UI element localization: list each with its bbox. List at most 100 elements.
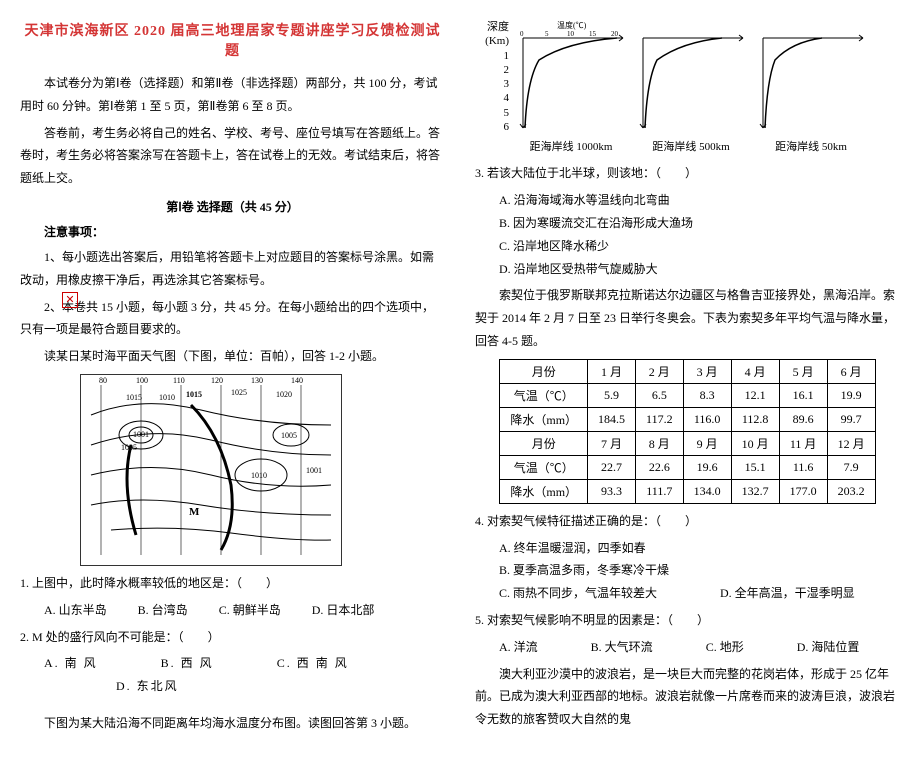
table-cell: 5.9 xyxy=(588,383,636,407)
left-column: 天津市滨海新区 2020 届高三地理居家专题讲座学习反馈检测试题 本试卷分为第Ⅰ… xyxy=(20,20,445,739)
table-cell: 7.9 xyxy=(827,455,875,479)
right-column: 深度(Km) 1 2 3 4 5 6 温度(℃) 0 5 10 15 20 xyxy=(475,20,900,739)
svg-text:1005: 1005 xyxy=(281,431,297,440)
table-cell: 降水（mm） xyxy=(500,479,588,503)
table-cell: 117.2 xyxy=(636,407,684,431)
svg-text:10: 10 xyxy=(567,30,575,38)
table-cell: 19.9 xyxy=(827,383,875,407)
q1-options: A. 山东半岛 B. 台湾岛 C. 朝鲜半岛 D. 日本北部 xyxy=(20,599,445,622)
table-cell: 4 月 xyxy=(731,359,779,383)
svg-text:1010: 1010 xyxy=(251,471,267,480)
q1-text: 1. 上图中，此时降水概率较低的地区是：（ ） xyxy=(20,572,445,595)
svg-text:1015: 1015 xyxy=(126,393,142,402)
table-cell: 8 月 xyxy=(636,431,684,455)
svg-text:1020: 1020 xyxy=(276,390,292,399)
q2-opt-a: A. 南 风 xyxy=(44,652,98,675)
svg-text:80: 80 xyxy=(99,376,107,385)
svg-text:140: 140 xyxy=(291,376,303,385)
weather-map-figure: 80 100 110 120 130 140 xyxy=(80,374,342,566)
depth-panel-2 xyxy=(637,20,749,130)
depth-panel-1: 温度(℃) 0 5 10 15 20 xyxy=(517,20,629,130)
svg-text:1001: 1001 xyxy=(133,430,149,439)
table-cell: 气温（℃） xyxy=(500,455,588,479)
table-cell: 5 月 xyxy=(779,359,827,383)
q5-options: A. 洋流 B. 大气环流 C. 地形 D. 海陆位置 xyxy=(475,636,900,659)
part1-header: 第Ⅰ卷 选择题（共 45 分） xyxy=(20,198,445,215)
table-cell: 112.8 xyxy=(731,407,779,431)
svg-text:15: 15 xyxy=(589,30,597,38)
table-cell: 月份 xyxy=(500,431,588,455)
table-cell: 10 月 xyxy=(731,431,779,455)
q2-options-line2: D. 东北风 xyxy=(20,675,445,698)
table-cell: 降水（mm） xyxy=(500,407,588,431)
svg-text:1005: 1005 xyxy=(121,443,137,452)
q5-opt-a: A. 洋流 xyxy=(499,636,538,659)
svg-text:温度(℃): 温度(℃) xyxy=(557,20,587,30)
q3-opt-b: B. 因为寒暖流交汇在沿海形成大渔场 xyxy=(475,212,900,235)
table-cell: 3 月 xyxy=(683,359,731,383)
table-cell: 93.3 xyxy=(588,479,636,503)
q1-opt-c: C. 朝鲜半岛 xyxy=(219,599,281,622)
svg-text:1010: 1010 xyxy=(159,393,175,402)
svg-text:1001: 1001 xyxy=(306,466,322,475)
notice-2: 2、本卷共 15 小题，每小题 3 分，共 45 分。在每小题给出的四个选项中，… xyxy=(20,296,445,342)
table-cell: 134.0 xyxy=(683,479,731,503)
table-cell: 12 月 xyxy=(827,431,875,455)
climate-table: 月份1 月2 月3 月4 月5 月6 月气温（℃）5.96.58.312.116… xyxy=(499,359,875,504)
table-cell: 月份 xyxy=(500,359,588,383)
q3-opt-d: D. 沿岸地区受热带气旋威胁大 xyxy=(475,258,900,281)
svg-text:130: 130 xyxy=(251,376,263,385)
depth-temperature-figure: 深度(Km) 1 2 3 4 5 6 温度(℃) 0 5 10 15 20 xyxy=(485,20,900,134)
table-cell: 177.0 xyxy=(779,479,827,503)
table-cell: 11.6 xyxy=(779,455,827,479)
table-cell: 111.7 xyxy=(636,479,684,503)
table-cell: 184.5 xyxy=(588,407,636,431)
intro-paragraph-2: 答卷前，考生务必将自己的姓名、学校、考号、座位号填写在答题纸上。答卷时，考生务必… xyxy=(20,122,445,190)
q5-opt-d: D. 海陆位置 xyxy=(797,636,860,659)
q1-opt-d: D. 日本北部 xyxy=(312,599,375,622)
q4-opt-b: B. 夏季高温多雨，冬季寒冷干燥 xyxy=(499,559,669,582)
q3-opt-a: A. 沿海海域海水等温线向北弯曲 xyxy=(475,189,900,212)
table-row: 气温（℃）5.96.58.312.116.119.9 xyxy=(500,383,875,407)
q2-text: 2. M 处的盛行风向不可能是：（ ） xyxy=(20,626,445,649)
table-cell: 9 月 xyxy=(683,431,731,455)
table-cell: 11 月 xyxy=(779,431,827,455)
q2-opt-b: B. 西 风 xyxy=(161,652,214,675)
depth-panel-3 xyxy=(757,20,869,130)
table-cell: 15.1 xyxy=(731,455,779,479)
table-cell: 6.5 xyxy=(636,383,684,407)
q4-text: 4. 对索契气候特征描述正确的是：（ ） xyxy=(475,510,900,533)
table-cell: 132.7 xyxy=(731,479,779,503)
q5-text: 5. 对索契气候影响不明显的因素是：（ ） xyxy=(475,609,900,632)
stem-q4-q5: 索契位于俄罗斯联邦克拉斯诺达尔边疆区与格鲁吉亚接界处，黑海沿岸。索契于 2014… xyxy=(475,284,900,352)
svg-text:110: 110 xyxy=(173,376,185,385)
q3-opt-c: C. 沿岸地区降水稀少 xyxy=(475,235,900,258)
q4-opt-d: D. 全年高温，干湿季明显 xyxy=(720,582,855,605)
table-cell: 8.3 xyxy=(683,383,731,407)
q2-options: A. 南 风 B. 西 风 C. 西 南 风 xyxy=(20,652,445,675)
trailing-paragraph: 澳大利亚沙漠中的波浪岩，是一块巨大而完整的花岗岩体，形成于 25 亿年前。已成为… xyxy=(475,663,900,731)
table-row: 气温（℃）22.722.619.615.111.67.9 xyxy=(500,455,875,479)
depth-caption-1: 距海岸线 1000km xyxy=(515,138,627,154)
notice-label: 注意事项： xyxy=(20,223,445,240)
q5-opt-c: C. 地形 xyxy=(706,636,744,659)
table-cell: 19.6 xyxy=(683,455,731,479)
stem-q3: 下图为某大陆沿海不同距离年均海水温度分布图。读图回答第 3 小题。 xyxy=(20,712,445,735)
q4-opt-c: C. 雨热不同步，气温年较差大 xyxy=(499,582,689,605)
table-cell: 2 月 xyxy=(636,359,684,383)
table-row: 降水（mm）184.5117.2116.0112.889.699.7 xyxy=(500,407,875,431)
table-cell: 6 月 xyxy=(827,359,875,383)
q3-text: 3. 若该大陆位于北半球，则该地：（ ） xyxy=(475,162,900,185)
svg-text:0: 0 xyxy=(520,30,524,38)
table-row: 月份1 月2 月3 月4 月5 月6 月 xyxy=(500,359,875,383)
depth-axis-label: 深度(Km) 1 2 3 4 5 6 xyxy=(485,20,509,134)
svg-text:20: 20 xyxy=(611,30,619,38)
table-cell: 16.1 xyxy=(779,383,827,407)
depth-caption-3: 距海岸线 50km xyxy=(755,138,867,154)
svg-text:5: 5 xyxy=(545,30,549,38)
table-cell: 22.6 xyxy=(636,455,684,479)
svg-text:120: 120 xyxy=(211,376,223,385)
stem-q1-q2: 读某日某时海平面天气图（下图，单位：百帕），回答 1-2 小题。 xyxy=(20,345,445,368)
table-row: 降水（mm）93.3111.7134.0132.7177.0203.2 xyxy=(500,479,875,503)
q4-opt-a: A. 终年温暖湿润，四季如春 xyxy=(499,537,689,560)
